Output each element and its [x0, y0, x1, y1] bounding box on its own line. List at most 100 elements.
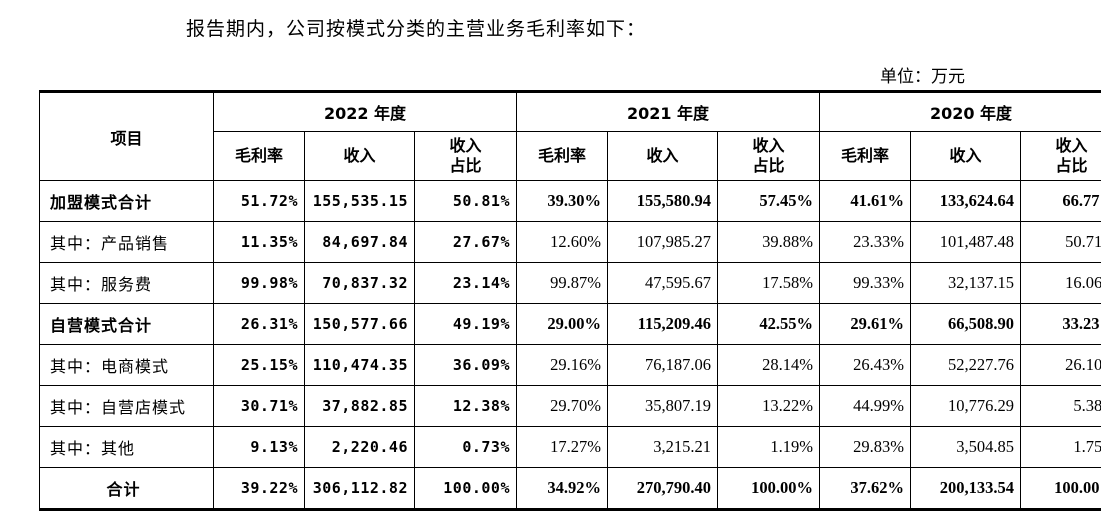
gross-margin-cell: 9.13% — [213, 426, 305, 468]
gross-margin-cell: 29.16% — [516, 344, 608, 386]
revenue-cell: 110,474.35 — [304, 344, 415, 386]
gross-margin-cell: 99.87% — [516, 262, 608, 304]
revenue-share-cell: 100.00% — [1020, 467, 1101, 510]
revenue-share-cell: 26.10% — [1020, 344, 1101, 386]
table-row: 自营模式合计 26.31% 150,577.66 49.19% 29.00% 115,20… — [39, 303, 1101, 345]
revenue-share-cell: 66.77% — [1020, 180, 1101, 222]
revenue-share-header: 收入 占比 — [414, 131, 517, 181]
gross-margin-cell: 25.15% — [213, 344, 305, 386]
table-row: 其中：产品销售 11.35% 84,697.84 27.67% 12.60% 107,98… — [39, 221, 1101, 263]
revenue-cell: 70,837.32 — [304, 262, 415, 304]
revenue-share-cell: 16.06% — [1020, 262, 1101, 304]
revenue-share-cell: 100.00% — [414, 467, 517, 510]
revenue-cell: 35,807.19 — [607, 385, 718, 427]
revenue-cell: 76,187.06 — [607, 344, 718, 386]
revenue-cell: 133,624.64 — [910, 180, 1021, 222]
revenue-cell: 3,215.21 — [607, 426, 718, 468]
gross-margin-cell: 29.61% — [819, 303, 911, 345]
revenue-share-cell: 49.19% — [414, 303, 517, 345]
gross-margin-cell: 39.22% — [213, 467, 305, 510]
revenue-share-header: 收入 占比 — [717, 131, 820, 181]
table-row: 合计 39.22% 306,112.82 100.00% 34.92% 270,790.4… — [39, 467, 1101, 510]
gross-margin-cell: 23.33% — [819, 221, 911, 263]
revenue-header: 收入 — [304, 131, 415, 181]
revenue-cell: 200,133.54 — [910, 467, 1021, 510]
gross-margin-cell: 26.31% — [213, 303, 305, 345]
revenue-cell: 47,595.67 — [607, 262, 718, 304]
revenue-cell: 66,508.90 — [910, 303, 1021, 345]
table-row: 加盟模式合计 51.72% 155,535.15 50.81% 39.30% 155,58… — [39, 180, 1101, 222]
gross-margin-cell: 26.43% — [819, 344, 911, 386]
table-body: 加盟模式合计 51.72% 155,535.15 50.81% 39.30% 155,58… — [39, 180, 1101, 510]
gross-margin-cell: 44.99% — [819, 385, 911, 427]
gross-margin-cell: 29.70% — [516, 385, 608, 427]
revenue-share-cell: 1.19% — [717, 426, 820, 468]
row-label: 其中：产品销售 — [39, 221, 214, 263]
gross-margin-header: 毛利率 — [213, 131, 305, 181]
gross-margin-cell: 29.83% — [819, 426, 911, 468]
revenue-cell: 2,220.46 — [304, 426, 415, 468]
gross-margin-cell: 17.27% — [516, 426, 608, 468]
gross-margin-header: 毛利率 — [819, 131, 911, 181]
subheader-row: 毛利率 收入 收入 占比 毛利率 收入 收入 占比 毛利率 收入 收入 占比 — [40, 131, 1101, 181]
gross-margin-table: 项目 2022 年度 2021 年度 2020 年度 毛利率 收入 收入 占比 毛利率收… — [39, 90, 1101, 511]
revenue-share-cell: 23.14% — [414, 262, 517, 304]
gross-margin-cell: 99.98% — [213, 262, 305, 304]
revenue-share-cell: 50.81% — [414, 180, 517, 222]
row-label: 其中：电商模式 — [39, 344, 214, 386]
revenue-share-header: 收入 占比 — [1020, 131, 1101, 181]
year-header-2022: 2022 年度 — [213, 91, 517, 132]
revenue-share-cell: 13.22% — [717, 385, 820, 427]
revenue-cell: 52,227.76 — [910, 344, 1021, 386]
revenue-cell: 32,137.15 — [910, 262, 1021, 304]
revenue-share-cell: 36.09% — [414, 344, 517, 386]
revenue-header: 收入 — [607, 131, 718, 181]
year-header-2021: 2021 年度 — [516, 91, 820, 132]
gross-margin-cell: 39.30% — [516, 180, 608, 222]
revenue-cell: 3,504.85 — [910, 426, 1021, 468]
revenue-cell: 84,697.84 — [304, 221, 415, 263]
revenue-cell: 115,209.46 — [607, 303, 718, 345]
gross-margin-cell: 12.60% — [516, 221, 608, 263]
gross-margin-cell: 30.71% — [213, 385, 305, 427]
revenue-share-cell: 27.67% — [414, 221, 517, 263]
gross-margin-cell: 29.00% — [516, 303, 608, 345]
gross-margin-header: 毛利率 — [516, 131, 608, 181]
revenue-cell: 37,882.85 — [304, 385, 415, 427]
revenue-share-cell: 33.23% — [1020, 303, 1101, 345]
revenue-share-cell: 57.45% — [717, 180, 820, 222]
revenue-share-cell: 100.00% — [717, 467, 820, 510]
revenue-share-cell: 5.38% — [1020, 385, 1101, 427]
row-label: 其中：其他 — [39, 426, 214, 468]
table-row: 其中：其他 9.13% 2,220.46 0.73% 17.27% 3,215.21 1.1… — [39, 426, 1101, 468]
row-label: 合计 — [39, 467, 214, 510]
revenue-cell: 150,577.66 — [304, 303, 415, 345]
revenue-share-cell: 17.58% — [717, 262, 820, 304]
revenue-cell: 155,580.94 — [607, 180, 718, 222]
intro-text: 报告期内，公司按模式分类的主营业务毛利率如下： — [186, 18, 647, 40]
revenue-cell: 101,487.48 — [910, 221, 1021, 263]
row-label: 其中：服务费 — [39, 262, 214, 304]
gross-margin-cell: 37.62% — [819, 467, 911, 510]
table-row: 其中：服务费 99.98% 70,837.32 23.14% 99.87% 47,595.… — [39, 262, 1101, 304]
unit-label: 单位：万元 — [880, 67, 965, 87]
revenue-header: 收入 — [910, 131, 1021, 181]
revenue-cell: 270,790.40 — [607, 467, 718, 510]
gross-margin-cell: 99.33% — [819, 262, 911, 304]
gross-margin-cell: 11.35% — [213, 221, 305, 263]
table-row: 其中：自营店模式 30.71% 37,882.85 12.38% 29.70% 35,80… — [39, 385, 1101, 427]
revenue-share-cell: 39.88% — [717, 221, 820, 263]
revenue-cell: 306,112.82 — [304, 467, 415, 510]
year-header-2020: 2020 年度 — [819, 91, 1101, 132]
gross-margin-cell: 34.92% — [516, 467, 608, 510]
item-header: 项目 — [39, 91, 214, 181]
revenue-share-cell: 0.73% — [414, 426, 517, 468]
row-label: 其中：自营店模式 — [39, 385, 214, 427]
revenue-share-cell: 28.14% — [717, 344, 820, 386]
revenue-cell: 107,985.27 — [607, 221, 718, 263]
gross-margin-cell: 51.72% — [213, 180, 305, 222]
gross-margin-cell: 41.61% — [819, 180, 911, 222]
row-label: 加盟模式合计 — [39, 180, 214, 222]
revenue-cell: 10,776.29 — [910, 385, 1021, 427]
table-row: 其中：电商模式 25.15% 110,474.35 36.09% 29.16% 76,18… — [39, 344, 1101, 386]
